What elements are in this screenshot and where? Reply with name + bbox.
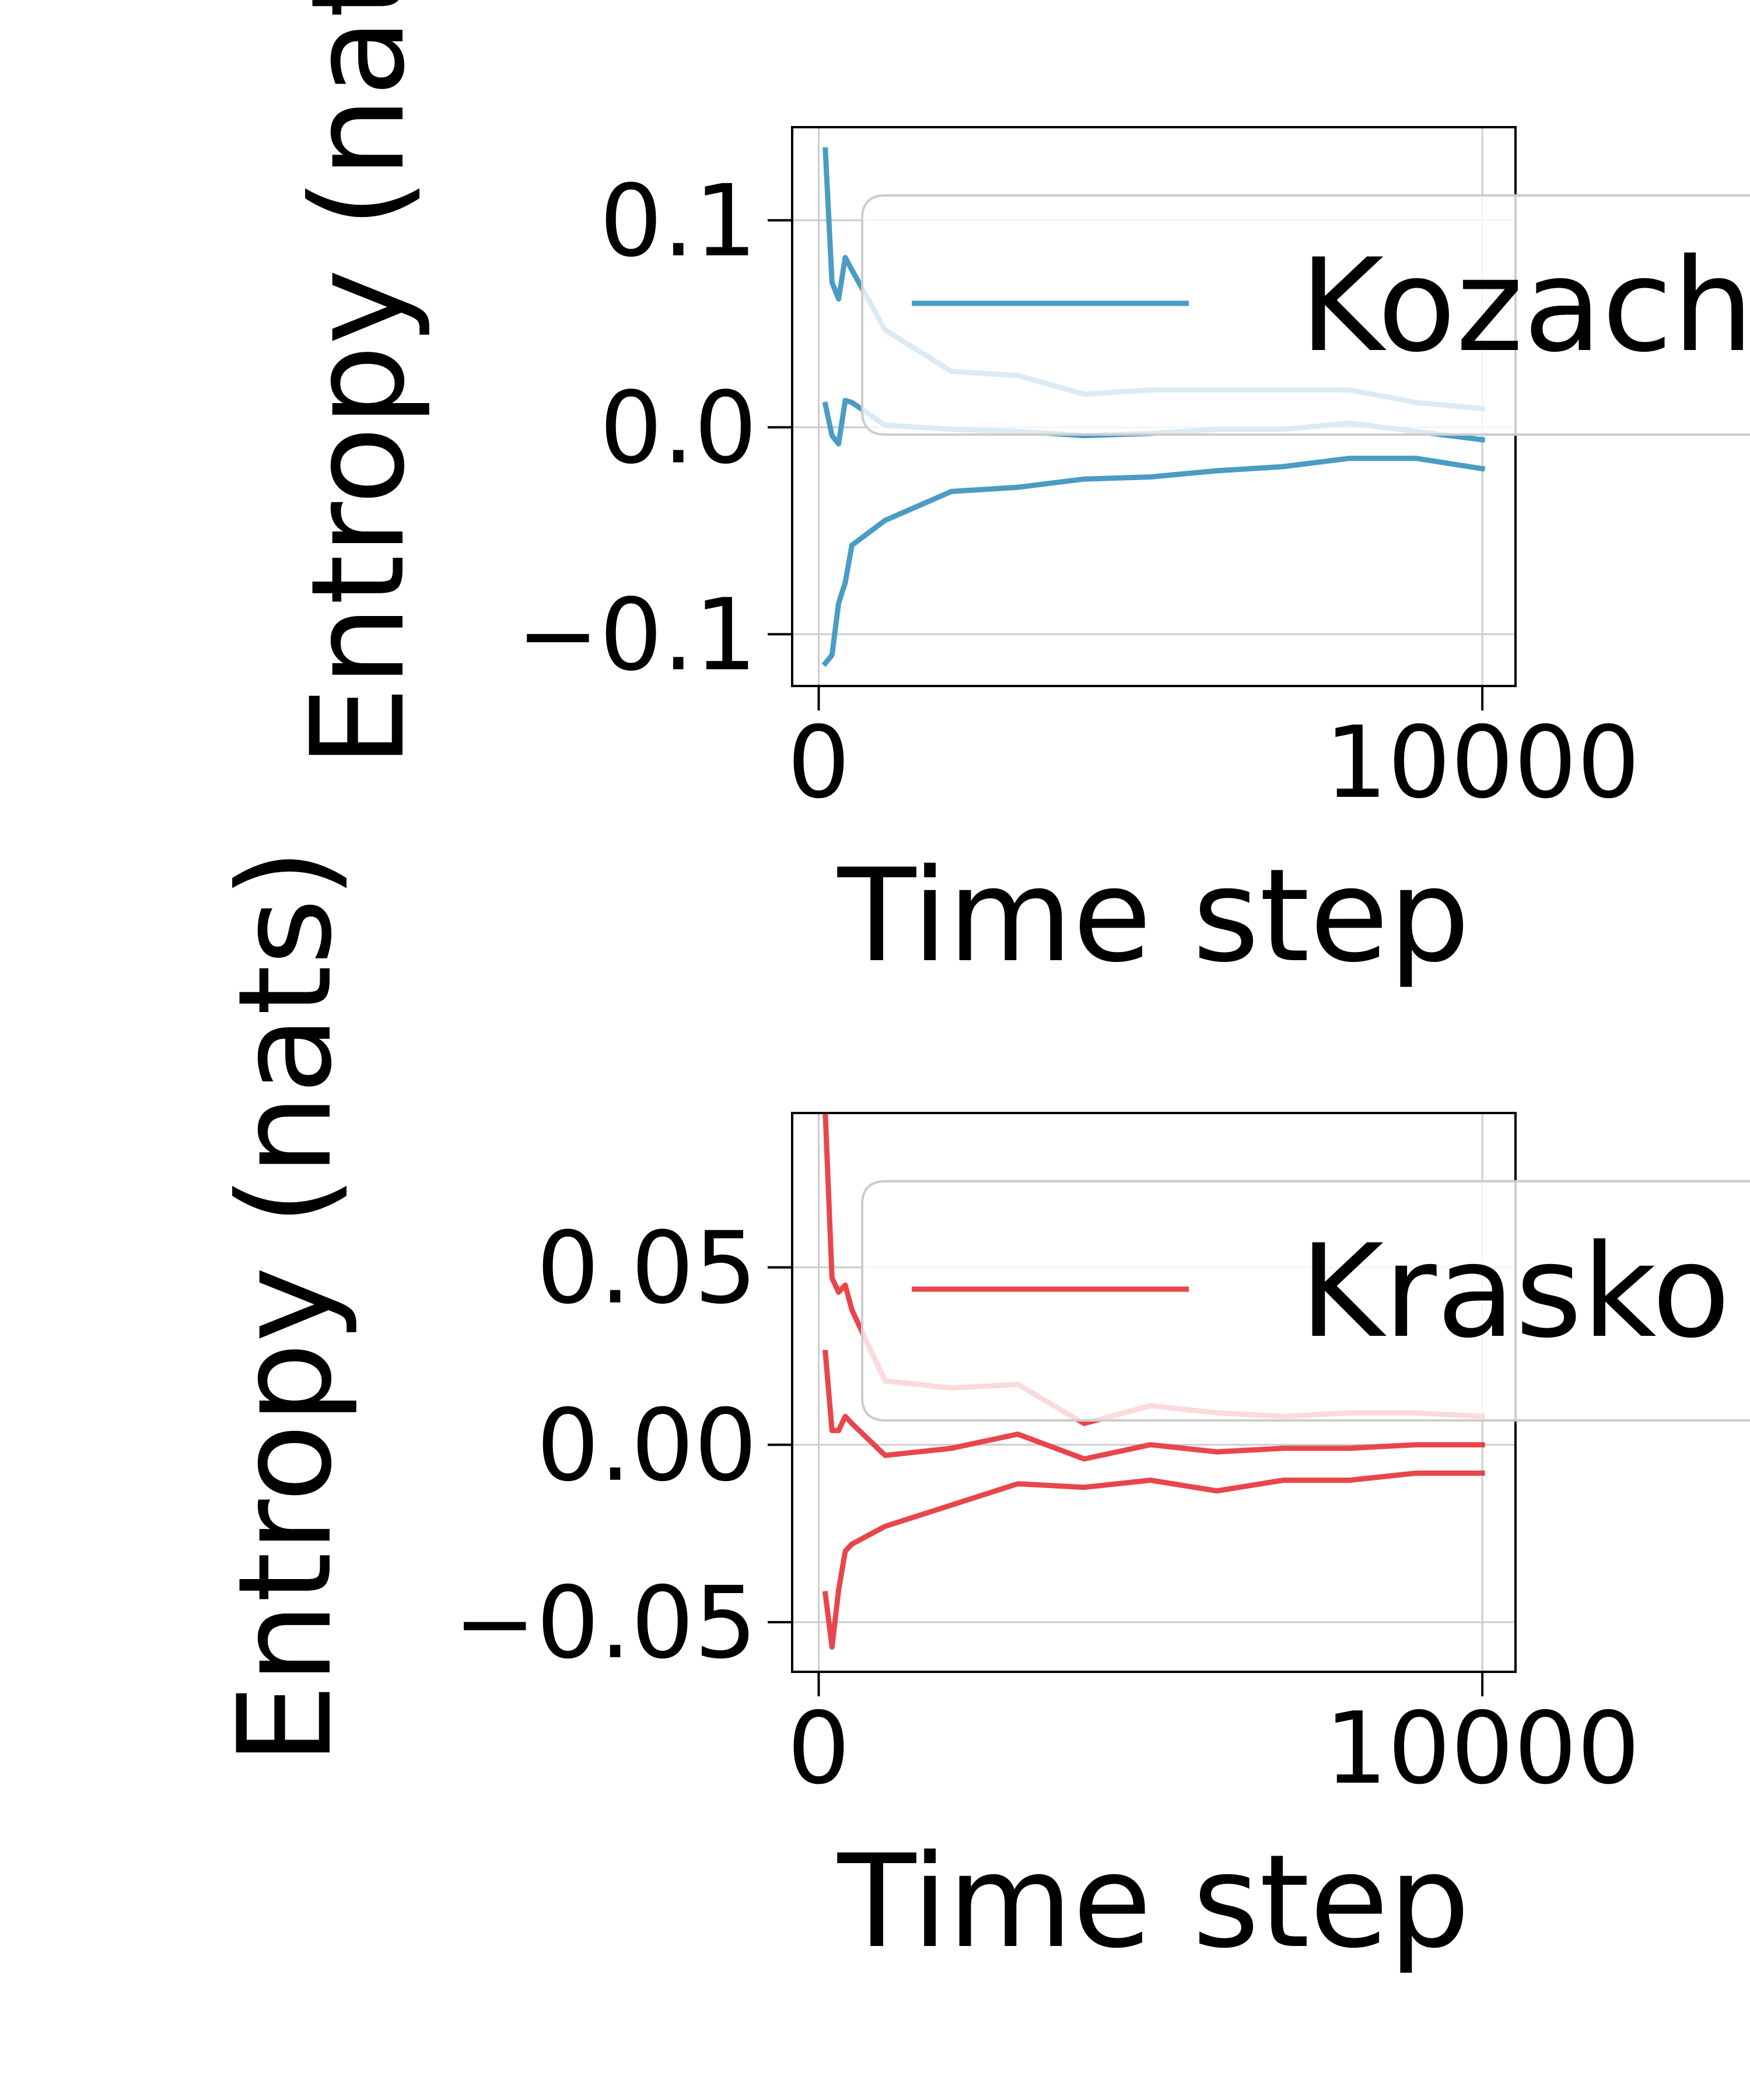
x-tick-label: 10000 (1325, 1691, 1640, 1807)
y-axis-label: Entropy (nats) (211, 848, 360, 1765)
legend-label: Kozach (1300, 231, 1750, 380)
x-axis-label: Time step (837, 841, 1470, 991)
legend-box (861, 194, 1750, 436)
x-tick-label: 0 (787, 1691, 850, 1807)
series-line-3 (822, 1470, 1485, 1650)
chart-panel-1: 0 10000 −0.1 0.0 0.1 Time step Entropy (nats) K… (284, 0, 1750, 991)
y-tick-label: 0.1 (600, 164, 757, 279)
y-tick-label: 0.05 (536, 1211, 757, 1326)
y-tick-label: 0.00 (536, 1388, 757, 1504)
chart-panel-2: 0 10000 −0.05 0.00 0.05 Time step Entropy (nat… (211, 848, 1750, 1976)
series-line-2 (822, 1349, 1485, 1462)
series-line-3 (821, 456, 1486, 667)
x-tick-label: 0 (787, 705, 850, 821)
y-axis-label: Entropy (nats) (284, 0, 433, 768)
x-tick-label: 10000 (1325, 705, 1640, 821)
y-tick-label: 0.0 (600, 370, 757, 486)
legend: Kozach (861, 194, 1750, 436)
y-tick-label: −0.05 (453, 1566, 757, 1681)
x-axis-label: Time step (837, 1827, 1470, 1976)
y-tick-label: −0.1 (516, 578, 757, 693)
legend-label: Krasko (1300, 1217, 1730, 1366)
legend: Krasko (861, 1180, 1750, 1422)
legend-box (861, 1180, 1750, 1422)
